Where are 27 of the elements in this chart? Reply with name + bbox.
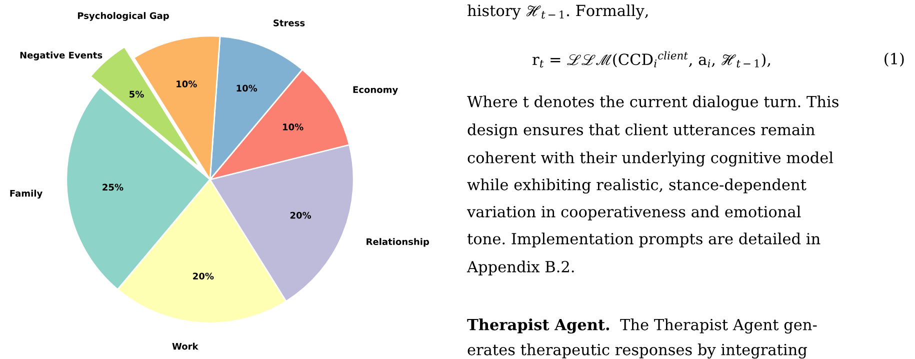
text: erates therapeutic responses by integrating: [468, 344, 808, 358]
data-label: 10%: [283, 124, 304, 130]
data-label: 10%: [236, 84, 258, 92]
slice-label: Work: [172, 342, 198, 350]
slice-label: Negative Events: [20, 52, 102, 60]
text: tone. Implementation prompts are detailed in: [467, 232, 820, 248]
data-label: 20%: [290, 212, 312, 219]
text: variation in cooperativeness and emotional: [466, 206, 801, 220]
slice-label: Family: [10, 190, 42, 199]
data-label: 5%: [130, 90, 144, 98]
data-label: 10%: [176, 80, 197, 88]
slice-label: Psychological Gap: [78, 12, 169, 21]
slice-label: Economy: [353, 86, 398, 95]
slice-label: Stress: [274, 20, 305, 26]
text: Therapist Agent.: [467, 318, 610, 334]
text: while exhibiting realistic, stance-dependent: [467, 178, 806, 194]
text: r$_{t}$ = ℒℒℳ(CCD$_{i}$$^{client}$, a$_{i}$, ℋ$_{t−1}$),: [532, 51, 770, 68]
data-label: 25%: [102, 184, 124, 191]
slice-label: Relationship: [366, 238, 430, 247]
text: Where t denotes the current dialogue turn. This: [467, 96, 838, 110]
text: history ℋ$_{t−1}$. Formally,: [468, 4, 648, 20]
text: (1): [884, 52, 904, 67]
text: Appendix B.2.: [466, 260, 574, 276]
data-label: 20%: [193, 272, 214, 280]
text: coherent with their underlying cognitive model: [468, 152, 834, 166]
text: The Therapist Agent gen-: [620, 318, 817, 334]
text: design ensures that client utterances remain: [468, 124, 815, 138]
